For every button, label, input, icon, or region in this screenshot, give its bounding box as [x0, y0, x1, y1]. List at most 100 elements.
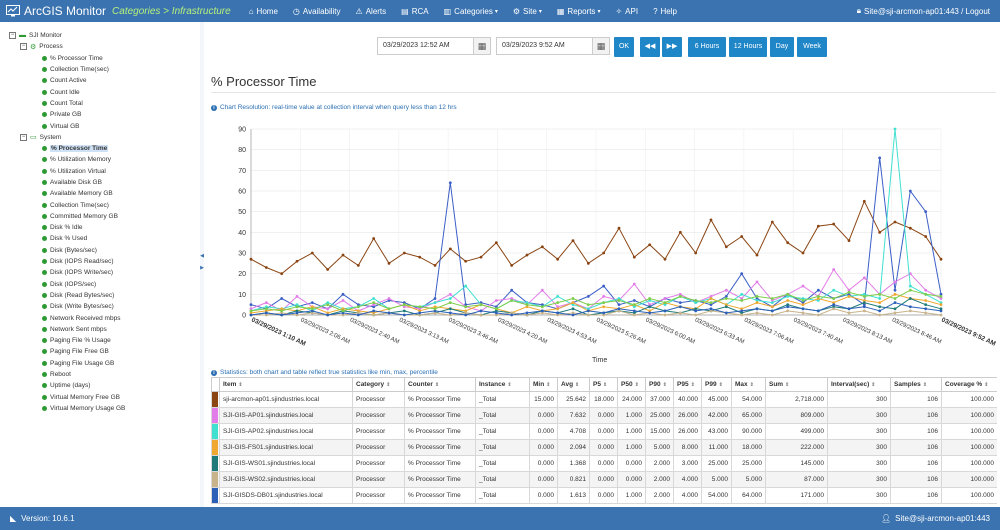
prev-period-button[interactable]: ◀◀: [640, 37, 660, 57]
column-header-samples[interactable]: Samples ⇕: [890, 377, 942, 392]
column-header-p99[interactable]: P99 ⇕: [701, 377, 732, 392]
tree-item-system-uptime-days[interactable]: Uptime (days): [0, 380, 200, 391]
tree-item-system-network-sent-mbps[interactable]: Network Sent mbps: [0, 324, 200, 335]
tree-item-system-collection-time-sec[interactable]: Collection Time(sec): [0, 199, 200, 210]
tree-item-system-network-received-mbps[interactable]: Network Received mbps: [0, 312, 200, 323]
column-header-p90[interactable]: P90 ⇕: [645, 377, 674, 392]
tree-item-system-utilization-virtual[interactable]: % Utilization Virtual: [0, 166, 200, 177]
range-12h-button[interactable]: 12 Hours: [729, 37, 767, 57]
tree-item-system-virtual-memory-usage-gb[interactable]: Virtual Memory Usage GB: [0, 403, 200, 414]
brand[interactable]: ArcGIS Monitor: [0, 4, 106, 18]
tree-item-system-committed-memory-gb[interactable]: Committed Memory GB: [0, 211, 200, 222]
table-row[interactable]: SJI-GIS-AP02.sjindustries.local Processor…: [211, 423, 997, 440]
range-week-button[interactable]: Week: [797, 37, 827, 57]
sort-icon[interactable]: ⇕: [785, 382, 790, 388]
nav-rca[interactable]: ▤ RCA: [401, 7, 428, 16]
table-row[interactable]: SJI-GIS-WS01.sjindustries.local Processor…: [211, 455, 997, 472]
tree-item-system-available-disk-gb[interactable]: Available Disk GB: [0, 177, 200, 188]
start-calendar-icon[interactable]: ▦: [473, 37, 491, 55]
tree-item-system-paging-file-free-gb[interactable]: Paging File Free GB: [0, 346, 200, 357]
tree-item-process-processor-time[interactable]: % Processor Time: [0, 53, 200, 64]
sort-icon[interactable]: ⇕: [507, 382, 512, 388]
sort-icon[interactable]: ⇕: [871, 382, 876, 388]
tree-item-system-utilization-memory[interactable]: % Utilization Memory: [0, 154, 200, 165]
tree-group-system[interactable]: − ▭ System: [0, 132, 200, 143]
tree-item-system-disk-iops-write-sec[interactable]: Disk (IOPS Write/sec): [0, 267, 200, 278]
table-row[interactable]: SJI-GIS-AP01.sjindustries.local Processor…: [211, 407, 997, 424]
session-link[interactable]: 🔒︎ Site@sji-arcmon-ap01:443 / Logout: [857, 0, 990, 22]
column-header-avg[interactable]: Avg ⇕: [557, 377, 590, 392]
column-header-category[interactable]: Category ⇕: [352, 377, 405, 392]
sort-icon[interactable]: ⇕: [984, 382, 989, 388]
column-header-p95[interactable]: P95 ⇕: [673, 377, 702, 392]
nav-availability[interactable]: ◷ Availability: [293, 7, 341, 16]
tree-item-system-virtual-memory-free-gb[interactable]: Virtual Memory Free GB: [0, 392, 200, 403]
column-header-item[interactable]: Item ⇕: [219, 377, 353, 392]
sort-icon[interactable]: ⇕: [662, 382, 667, 388]
sidebar-splitter[interactable]: [200, 22, 204, 507]
table-row[interactable]: SJI-GIS-FS01.sjindustries.local Processor…: [211, 439, 997, 456]
tree-item-system-available-memory-gb[interactable]: Available Memory GB: [0, 188, 200, 199]
collapse-toggle-icon[interactable]: −: [20, 133, 27, 141]
end-datetime-input[interactable]: 03/29/2023 9:52 AM: [496, 37, 593, 55]
tree-item-system-disk-iops-read-sec[interactable]: Disk (IOPS Read/sec): [0, 256, 200, 267]
column-header-p50[interactable]: P50 ⇕: [617, 377, 646, 392]
sort-icon[interactable]: ⇕: [602, 382, 608, 388]
nav-home[interactable]: ⌂ Home: [249, 7, 278, 16]
tree-item-process-count-idle[interactable]: Count Idle: [0, 86, 200, 97]
start-datetime-input[interactable]: 03/29/2023 12:52 AM: [377, 37, 474, 55]
collapse-toggle-icon[interactable]: −: [9, 32, 16, 40]
tree-item-system-disk-iops-sec[interactable]: Disk (IOPS/sec): [0, 279, 200, 290]
table-row[interactable]: SJI-GIS-WS02.sjindustries.local Processor…: [211, 471, 997, 488]
sort-icon[interactable]: ⇕: [634, 382, 639, 388]
tree-item-system-disk-bytes-sec[interactable]: Disk (Bytes/sec): [0, 245, 200, 256]
sort-icon[interactable]: ⇕: [749, 382, 754, 388]
column-header-sum[interactable]: Sum ⇕: [765, 377, 828, 392]
sort-icon[interactable]: ⇕: [690, 382, 695, 388]
nav-categories[interactable]: ▥ Categories ▾: [444, 7, 498, 16]
column-header-p5[interactable]: P5 ⇕: [589, 377, 618, 392]
column-header-max[interactable]: Max ⇕: [731, 377, 766, 392]
column-header-instance[interactable]: Instance ⇕: [475, 377, 530, 392]
collapse-left-icon[interactable]: ◀: [200, 253, 204, 259]
column-header-interval-sec[interactable]: Interval(sec) ⇕: [827, 377, 891, 392]
next-period-button[interactable]: ▶▶: [662, 37, 682, 57]
tree-item-system-disk-used[interactable]: Disk % Used: [0, 233, 200, 244]
sort-icon[interactable]: ⇕: [575, 382, 580, 388]
tree-item-system-reboot[interactable]: Reboot: [0, 369, 200, 380]
tree-item-process-collection-time-sec[interactable]: Collection Time(sec): [0, 64, 200, 75]
sort-icon[interactable]: ⇕: [238, 382, 243, 388]
tree-root-sji-monitor[interactable]: − ▬ SJI Monitor: [0, 30, 200, 41]
tree-item-system-paging-file-usage-gb[interactable]: Paging File Usage GB: [0, 358, 200, 369]
table-row[interactable]: sji-arcmon-ap01.sjindustries.local Proces…: [211, 391, 997, 408]
nav-site[interactable]: ⚙ Site ▾: [513, 7, 542, 16]
sort-icon[interactable]: ⇕: [718, 382, 723, 388]
column-header-min[interactable]: Min ⇕: [529, 377, 558, 392]
tree-item-system-paging-file-usage[interactable]: Paging File % Usage: [0, 335, 200, 346]
sort-icon[interactable]: ⇕: [922, 382, 927, 388]
collapse-toggle-icon[interactable]: −: [20, 43, 27, 51]
ok-button[interactable]: OK: [614, 37, 634, 57]
range-6h-button[interactable]: 6 Hours: [688, 37, 726, 57]
sort-icon[interactable]: ⇕: [386, 382, 391, 388]
tree-item-process-count-active[interactable]: Count Active: [0, 75, 200, 86]
tree-item-process-count-total[interactable]: Count Total: [0, 98, 200, 109]
column-header-coverage[interactable]: Coverage % ⇕: [941, 377, 997, 392]
range-day-button[interactable]: Day: [770, 37, 794, 57]
column-header-counter[interactable]: Counter ⇕: [404, 377, 476, 392]
nav-reports[interactable]: ▦ Reports ▾: [557, 7, 601, 16]
tree-item-process-virtual-gb[interactable]: Virtual GB: [0, 120, 200, 131]
sort-icon[interactable]: ⇕: [546, 382, 551, 388]
tree-item-system-processor-time[interactable]: % Processor Time: [0, 143, 200, 154]
sort-icon[interactable]: ⇕: [434, 382, 440, 388]
tree-item-system-disk-read-bytes-sec[interactable]: Disk (Read Bytes/sec): [0, 290, 200, 301]
tree-item-system-disk-write-bytes-sec[interactable]: Disk (Write Bytes/sec): [0, 301, 200, 312]
tree-item-system-disk-idle[interactable]: Disk % Idle: [0, 222, 200, 233]
nav-alerts[interactable]: ⚠ Alerts: [356, 7, 387, 16]
footer-user[interactable]: 👤︎ Site@sji-arcmon-ap01:443: [881, 507, 990, 530]
nav-api[interactable]: ✧ API: [615, 7, 638, 16]
tree-group-process[interactable]: − ⚙ Process: [0, 41, 200, 52]
end-calendar-icon[interactable]: ▦: [592, 37, 610, 55]
collapse-right-icon[interactable]: ▶: [200, 265, 204, 271]
